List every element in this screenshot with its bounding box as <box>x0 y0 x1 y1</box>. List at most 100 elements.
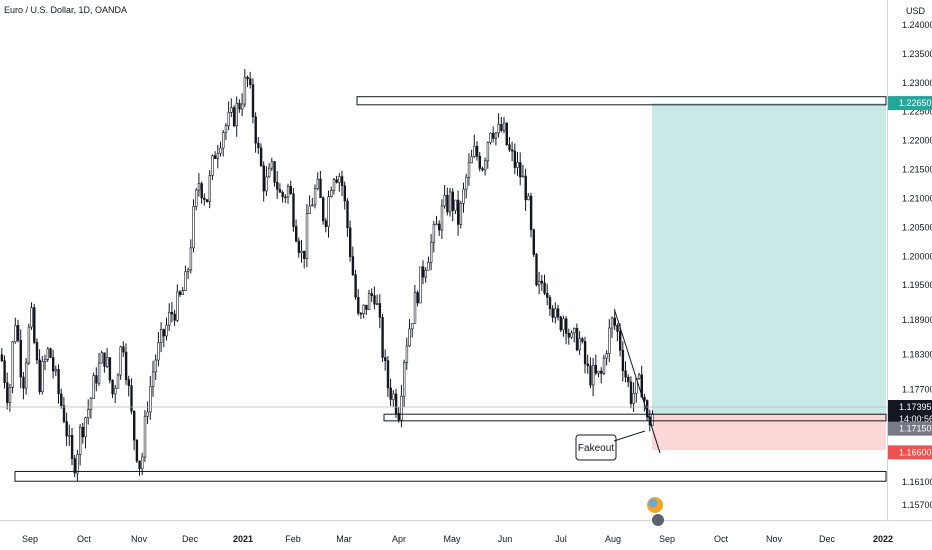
candle-body <box>308 205 311 214</box>
candle-body <box>632 392 635 404</box>
chart-title: Euro / U.S. Dollar, 1D, OANDA <box>4 5 127 15</box>
candle-body <box>286 185 290 198</box>
candle-body <box>378 303 382 318</box>
candle-body <box>524 175 527 201</box>
candle-body <box>127 379 131 386</box>
candle-body <box>124 351 128 380</box>
candle-body <box>338 176 341 183</box>
candle-body <box>494 132 498 139</box>
candle-body <box>562 318 565 331</box>
candle-body <box>551 308 554 318</box>
candle-body <box>305 213 309 259</box>
fakeout-callout[interactable]: Fakeout <box>575 430 646 461</box>
candle-body <box>591 365 595 386</box>
x-tick-label: Jun <box>498 534 513 544</box>
candle-body <box>543 282 546 294</box>
candle-body <box>629 381 633 404</box>
candle-body <box>192 205 195 249</box>
candle-body <box>438 223 441 231</box>
candle-body <box>208 175 211 203</box>
candle-body <box>170 311 174 315</box>
candle-body <box>605 353 608 359</box>
candle-body <box>187 269 190 272</box>
support-box <box>383 413 887 422</box>
candle-body <box>214 155 217 159</box>
candle-body <box>251 84 255 118</box>
candle-body <box>554 308 557 318</box>
candle-body <box>384 357 387 361</box>
candle-body <box>173 313 176 321</box>
stop-price-badge-bg <box>888 445 932 460</box>
candle-body <box>254 116 257 144</box>
candle-body <box>111 379 114 395</box>
candle-body <box>222 132 225 149</box>
candle-body <box>249 78 252 85</box>
candle-body <box>133 410 136 441</box>
candle-body <box>429 241 433 263</box>
candle-body <box>578 338 581 351</box>
y-tick-label: 1.18300 <box>902 350 932 360</box>
candle-body <box>505 122 508 145</box>
candle-body <box>583 341 587 365</box>
candle-body <box>303 250 306 259</box>
y-tick-label: 1.23000 <box>902 78 932 88</box>
candle-body <box>602 357 606 374</box>
x-tick-label: Feb <box>285 534 301 544</box>
candle-body <box>168 311 171 326</box>
candle-body <box>581 338 584 342</box>
candle-body <box>616 325 619 332</box>
x-tick-label: Sep <box>22 534 38 544</box>
candle-body <box>519 162 522 178</box>
candle-body <box>176 291 179 321</box>
candle-body <box>14 325 17 343</box>
x-tick-label: 2021 <box>233 534 253 544</box>
candle-body <box>435 223 438 226</box>
candle-body <box>160 329 163 343</box>
y-tick-label: 1.22000 <box>902 136 932 146</box>
candle-body <box>600 370 603 374</box>
candle-body <box>68 435 71 437</box>
candle-body <box>486 142 490 162</box>
candle-body <box>535 254 538 286</box>
candle-body <box>294 226 298 242</box>
candle-body <box>613 317 617 326</box>
candle-body <box>60 393 63 406</box>
candle-body <box>70 435 74 459</box>
candle-body <box>564 318 568 334</box>
resistance-box <box>356 96 887 106</box>
candle-body <box>375 303 379 305</box>
candle-body <box>51 357 55 372</box>
candle-body <box>327 196 330 227</box>
candle-body <box>216 152 220 159</box>
candle-body <box>87 409 90 419</box>
candle-body <box>411 323 414 330</box>
candle-body <box>478 155 481 169</box>
x-tick-label: Sep <box>659 534 675 544</box>
candle-body <box>319 178 322 199</box>
candle-body <box>386 360 390 389</box>
candle-body <box>419 266 422 304</box>
candle-body <box>408 328 411 347</box>
y-tick-label: 1.17700 <box>902 384 932 394</box>
fakeout-label: Fakeout <box>578 443 614 454</box>
candles-group <box>0 69 654 482</box>
candle-body <box>540 280 544 284</box>
candle-body <box>470 156 473 164</box>
candle-body <box>211 155 214 176</box>
candle-body <box>289 185 292 195</box>
candle-body <box>219 147 222 154</box>
candle-body <box>348 227 352 257</box>
candle-body <box>489 132 492 143</box>
y-tick-label: 1.22500 <box>902 107 932 117</box>
candle-body <box>162 329 166 337</box>
candle-body <box>92 375 95 399</box>
candle-body <box>618 331 622 351</box>
candle-body <box>621 349 625 372</box>
x-tick-label: May <box>443 534 461 544</box>
candle-body <box>451 191 454 211</box>
candle-body <box>22 376 25 389</box>
candle-body <box>224 125 228 133</box>
candle-body <box>467 162 471 178</box>
candle-body <box>54 369 58 372</box>
